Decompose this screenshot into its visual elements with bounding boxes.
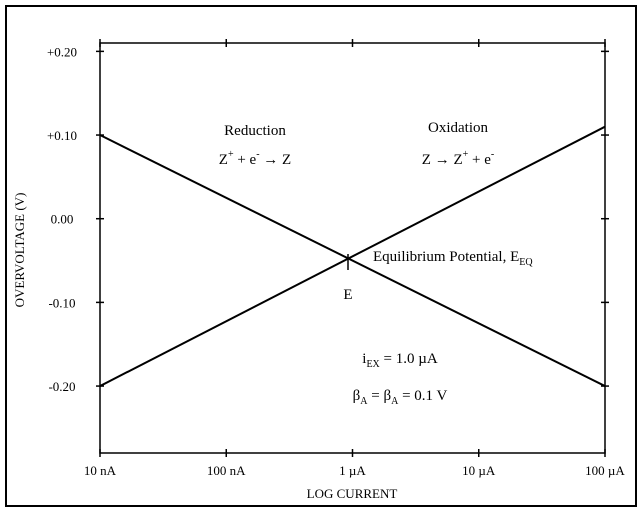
superscript: - xyxy=(491,149,494,160)
annotation-text: = 0.1 V xyxy=(398,388,447,404)
annotation: E xyxy=(343,287,352,303)
superscript: + xyxy=(463,149,469,160)
x-axis-label: LOG CURRENT xyxy=(307,486,398,501)
annotation-text: Z → Z xyxy=(422,152,463,168)
line-series xyxy=(99,125,606,387)
annotation-text: β xyxy=(353,388,361,404)
annotation: Reduction xyxy=(224,123,286,139)
annotation: Z → Z+​ + e-​ xyxy=(422,149,494,168)
annotation-text: Oxidation xyxy=(428,120,488,136)
subscript: EX xyxy=(366,359,380,370)
annotation-text: → Z xyxy=(260,152,292,168)
y-tick-label: +0.20 xyxy=(47,44,77,59)
annotation-text: + e xyxy=(234,152,257,168)
x-tick-label: 100 nA xyxy=(207,463,246,478)
superscript: + xyxy=(228,149,234,160)
subscript: A xyxy=(391,396,399,407)
y-axis-label: OVERVOLTAGE (V) xyxy=(12,193,27,308)
annotation-text: i xyxy=(362,351,366,367)
x-tick-label: 1 µA xyxy=(339,463,366,478)
annotation: βA​ = βA​ = 0.1 V xyxy=(353,388,448,407)
subscript: A xyxy=(360,396,368,407)
annotation-text: = 1.0 µA xyxy=(380,351,438,367)
annotation: Oxidation xyxy=(428,120,488,136)
annotation-text: = β xyxy=(368,388,392,404)
annotation-text: Equilibrium Potential, E xyxy=(373,249,519,265)
y-tick-label: +0.10 xyxy=(47,128,77,143)
superscript: - xyxy=(256,149,259,160)
annotation: Equilibrium Potential, EEQ​ xyxy=(373,249,533,268)
annotation-text: + e xyxy=(468,152,491,168)
line-series xyxy=(99,134,606,387)
x-tick-label: 10 µA xyxy=(462,463,496,478)
y-tick-label: 0.00 xyxy=(51,212,74,227)
annotation: Z+​ + e-​ → Z xyxy=(219,149,291,168)
annotation-text: Z xyxy=(219,152,228,168)
annotation: iEX​ = 1.0 µA xyxy=(362,351,438,370)
x-tick-label: 10 nA xyxy=(84,463,117,478)
annotation-text: E xyxy=(343,287,352,303)
frame xyxy=(5,5,637,507)
subscript: EQ xyxy=(519,257,533,268)
x-tick-label: 100 µA xyxy=(585,463,625,478)
y-tick-label: -0.20 xyxy=(48,379,75,394)
annotation-text: Reduction xyxy=(224,123,286,139)
y-tick-label: -0.10 xyxy=(48,295,75,310)
